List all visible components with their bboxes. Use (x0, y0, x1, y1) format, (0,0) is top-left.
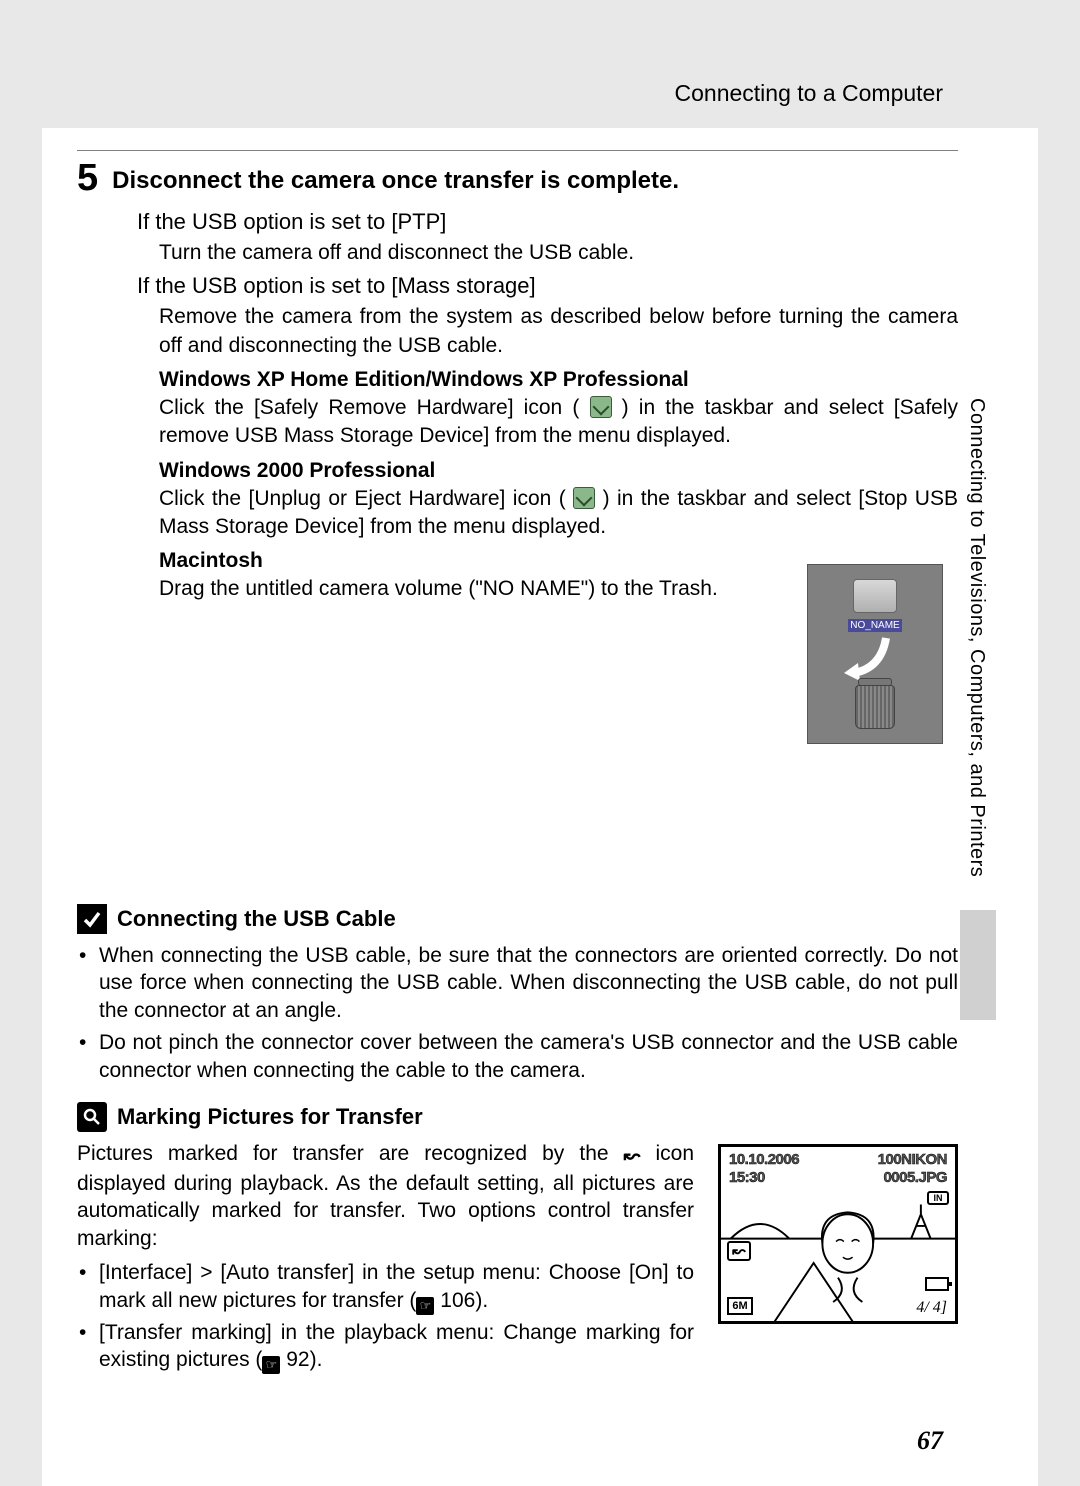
marking-bullets: [Interface] > [Auto transfer] in the set… (77, 1259, 694, 1374)
drag-arrow-icon (836, 633, 896, 683)
mb2-ref: 92 (286, 1348, 309, 1371)
mb1-post: ). (475, 1289, 488, 1312)
lcd-time: 15:30 (729, 1169, 765, 1186)
usb-note-title: Connecting the USB Cable (117, 906, 396, 932)
step-heading: 5 Disconnect the camera once transfer is… (77, 159, 958, 197)
marking-bullet-2: [Transfer marking] in the playback menu:… (77, 1319, 694, 1375)
page-header: Connecting to a Computer (42, 0, 1038, 128)
divider (77, 150, 958, 151)
mb1-pre: [Interface] > [Auto transfer] in the set… (99, 1261, 694, 1312)
step-number: 5 (77, 159, 98, 197)
disk-icon (853, 579, 897, 613)
safely-remove-icon (590, 396, 612, 418)
winxp-pre: Click the [Safely Remove Hardware] icon … (159, 396, 579, 419)
win2k-text: Click the [Unplug or Eject Hardware] ico… (159, 485, 958, 542)
mac-desktop-thumb: NO_NAME (807, 564, 943, 744)
winxp-text: Click the [Safely Remove Hardware] icon … (159, 394, 958, 451)
page-content: 5 Disconnect the camera once transfer is… (42, 150, 1038, 1392)
marking-row: Pictures marked for transfer are recogni… (77, 1140, 958, 1392)
usb-note-bullets: When connecting the USB cable, be sure t… (77, 942, 958, 1085)
trash-icon (855, 685, 895, 729)
usb-bullet-2: Do not pinch the connector cover between… (77, 1029, 958, 1084)
win2k-heading: Windows 2000 Professional (159, 459, 958, 483)
marking-title: Marking Pictures for Transfer (117, 1104, 423, 1130)
info-icon (77, 1102, 107, 1132)
step-body: If the USB option is set to [PTP] Turn t… (137, 209, 958, 604)
page-ref-icon: ☞ (416, 1297, 434, 1315)
section-title: Connecting to a Computer (675, 80, 944, 107)
mass-text: Remove the camera from the system as des… (159, 303, 958, 360)
usb-bullet-1: When connecting the USB cable, be sure t… (77, 942, 958, 1025)
ptp-heading: If the USB option is set to [PTP] (137, 209, 958, 235)
lcd-photo-drawing (721, 1185, 955, 1322)
mb2-post: ). (310, 1348, 323, 1371)
page-number: 67 (917, 1426, 943, 1456)
mb2-pre: [Transfer marking] in the playback menu:… (99, 1321, 694, 1372)
chapter-side-label: Connecting to Televisions, Computers, an… (965, 398, 988, 877)
thumb-tab (960, 910, 996, 1020)
note-heading-row: Connecting the USB Cable (77, 904, 958, 934)
step-title: Disconnect the camera once transfer is c… (112, 167, 679, 197)
marking-heading-row: Marking Pictures for Transfer (77, 1102, 958, 1132)
marking-text-col: Pictures marked for transfer are recogni… (77, 1140, 694, 1392)
marking-bullet-1: [Interface] > [Auto transfer] in the set… (77, 1259, 694, 1315)
page-ref-icon: ☞ (262, 1356, 280, 1374)
lcd-date: 10.10.2006 (729, 1151, 799, 1168)
lcd-file: 0005.JPG (883, 1169, 947, 1186)
transfer-mark-icon: ↜ (624, 1143, 641, 1169)
marking-intro-pre: Pictures marked for transfer are recogni… (77, 1142, 624, 1165)
mass-heading: If the USB option is set to [Mass storag… (137, 273, 958, 299)
eject-hardware-icon (573, 487, 595, 509)
usb-cable-note: Connecting the USB Cable When connecting… (77, 904, 958, 1393)
camera-lcd-preview: 10.10.2006 15:30 100NIKON 0005.JPG IN ↜ … (718, 1144, 958, 1324)
caution-icon (77, 904, 107, 934)
win2k-pre: Click the [Unplug or Eject Hardware] ico… (159, 487, 566, 510)
ptp-text: Turn the camera off and disconnect the U… (159, 239, 958, 267)
mb1-ref: 106 (440, 1289, 475, 1312)
lcd-folder: 100NIKON (878, 1151, 947, 1168)
winxp-heading: Windows XP Home Edition/Windows XP Profe… (159, 368, 958, 392)
manual-page: Connecting to a Computer Connecting to T… (42, 0, 1038, 1486)
disk-label: NO_NAME (848, 619, 902, 632)
